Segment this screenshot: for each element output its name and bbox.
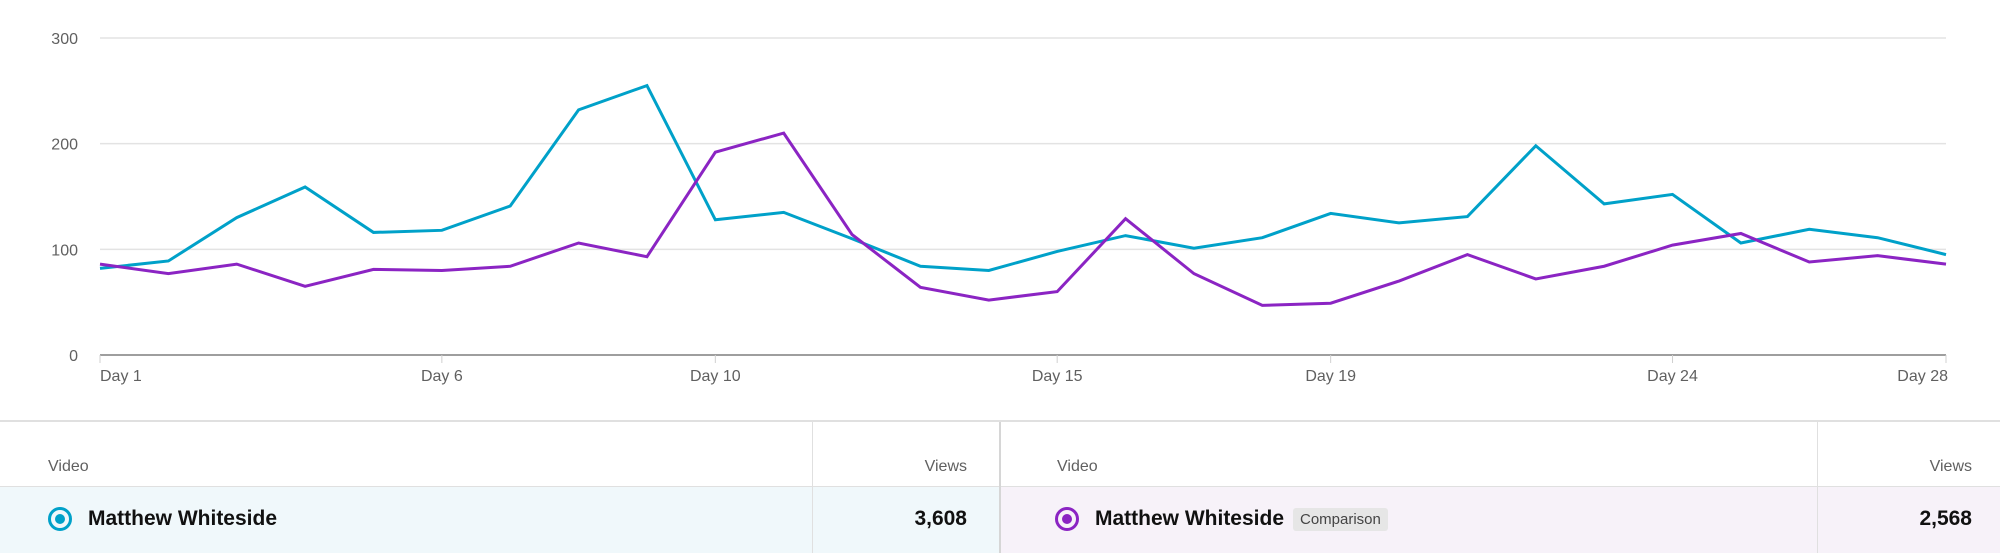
y-tick-label: 0 (69, 348, 78, 365)
y-tick-label: 200 (51, 137, 78, 154)
primary-video-panel: Video Views Matthew Whiteside 3,608 (0, 422, 999, 553)
primary-series-line (99, 83, 1947, 272)
table-header: Video Views (1001, 422, 2000, 487)
series-radio-icon[interactable] (48, 507, 72, 531)
x-tick-label: Day 28 (1897, 368, 1948, 385)
column-header-video[interactable]: Video (1057, 458, 1098, 475)
column-header-video[interactable]: Video (48, 458, 89, 475)
comparison-series-line (99, 131, 1947, 307)
y-tick-label: 300 (51, 31, 78, 48)
x-tick-label: Day 24 (1647, 368, 1698, 385)
x-tick-label: Day 6 (421, 368, 463, 385)
x-tick-label: Day 19 (1305, 368, 1356, 385)
column-divider (812, 422, 813, 553)
video-title[interactable]: Matthew Whiteside (88, 507, 278, 530)
table-row[interactable]: Matthew Whiteside 3,608 (0, 487, 999, 553)
x-tick-label: Day 10 (690, 368, 741, 385)
views-value: 2,568 (1919, 507, 1972, 530)
video-title[interactable]: Matthew Whiteside (1095, 507, 1285, 530)
table-row[interactable]: Matthew Whiteside Comparison 2,568 (1001, 487, 2000, 553)
panel-divider (999, 422, 1001, 553)
comparison-badge: Comparison (1293, 508, 1388, 531)
column-divider (1817, 422, 1818, 553)
comparison-video-panel: Video Views Matthew Whiteside Comparison… (1001, 422, 2000, 553)
x-tick-label: Day 1 (100, 368, 142, 385)
column-header-views[interactable]: Views (1929, 458, 1972, 475)
column-header-views[interactable]: Views (924, 458, 967, 475)
series-radio-icon[interactable] (1055, 507, 1079, 531)
views-value: 3,608 (914, 507, 967, 530)
x-tick-label: Day 15 (1032, 368, 1083, 385)
table-header: Video Views (0, 422, 999, 487)
views-line-chart: 0 100 200 300 Day 1 Day 6 Day 10 Day 15 Day 19 Da… (51, 31, 1948, 385)
comparison-table: Video Views Matthew Whiteside 3,608 Vide… (0, 420, 2000, 553)
y-tick-label: 100 (51, 242, 78, 259)
